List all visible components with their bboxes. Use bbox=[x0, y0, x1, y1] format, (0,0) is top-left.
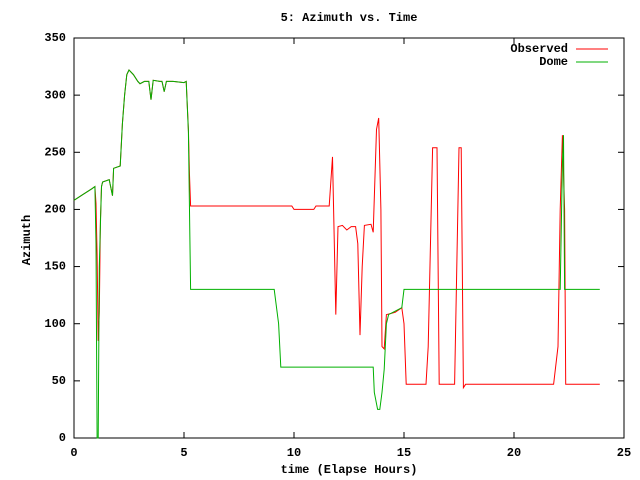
x-tick-label: 25 bbox=[617, 446, 631, 460]
plot-border bbox=[73, 37, 625, 439]
y-tick-label: 200 bbox=[44, 203, 66, 217]
x-tick-label: 10 bbox=[287, 446, 301, 460]
chart-title: 5: Azimuth vs. Time bbox=[281, 11, 418, 25]
y-tick-label: 250 bbox=[44, 145, 66, 159]
series-line bbox=[73, 69, 600, 390]
y-tick-label: 300 bbox=[44, 88, 66, 102]
x-tick-label: 15 bbox=[397, 446, 411, 460]
legend-label: Dome bbox=[539, 55, 568, 69]
y-axis-label: Azimuth bbox=[20, 215, 34, 265]
y-tick-label: 150 bbox=[44, 260, 66, 274]
series-line bbox=[73, 69, 600, 439]
x-tick-label: 5 bbox=[180, 446, 187, 460]
y-tick-label: 350 bbox=[44, 31, 66, 45]
y-tick-label: 100 bbox=[44, 317, 66, 331]
legend-label: Observed bbox=[510, 42, 568, 56]
x-tick-label: 0 bbox=[70, 446, 77, 460]
y-tick-label: 0 bbox=[59, 431, 66, 445]
x-tick-label: 20 bbox=[507, 446, 521, 460]
x-axis-label: time (Elapse Hours) bbox=[281, 463, 418, 477]
y-tick-label: 50 bbox=[52, 374, 66, 388]
